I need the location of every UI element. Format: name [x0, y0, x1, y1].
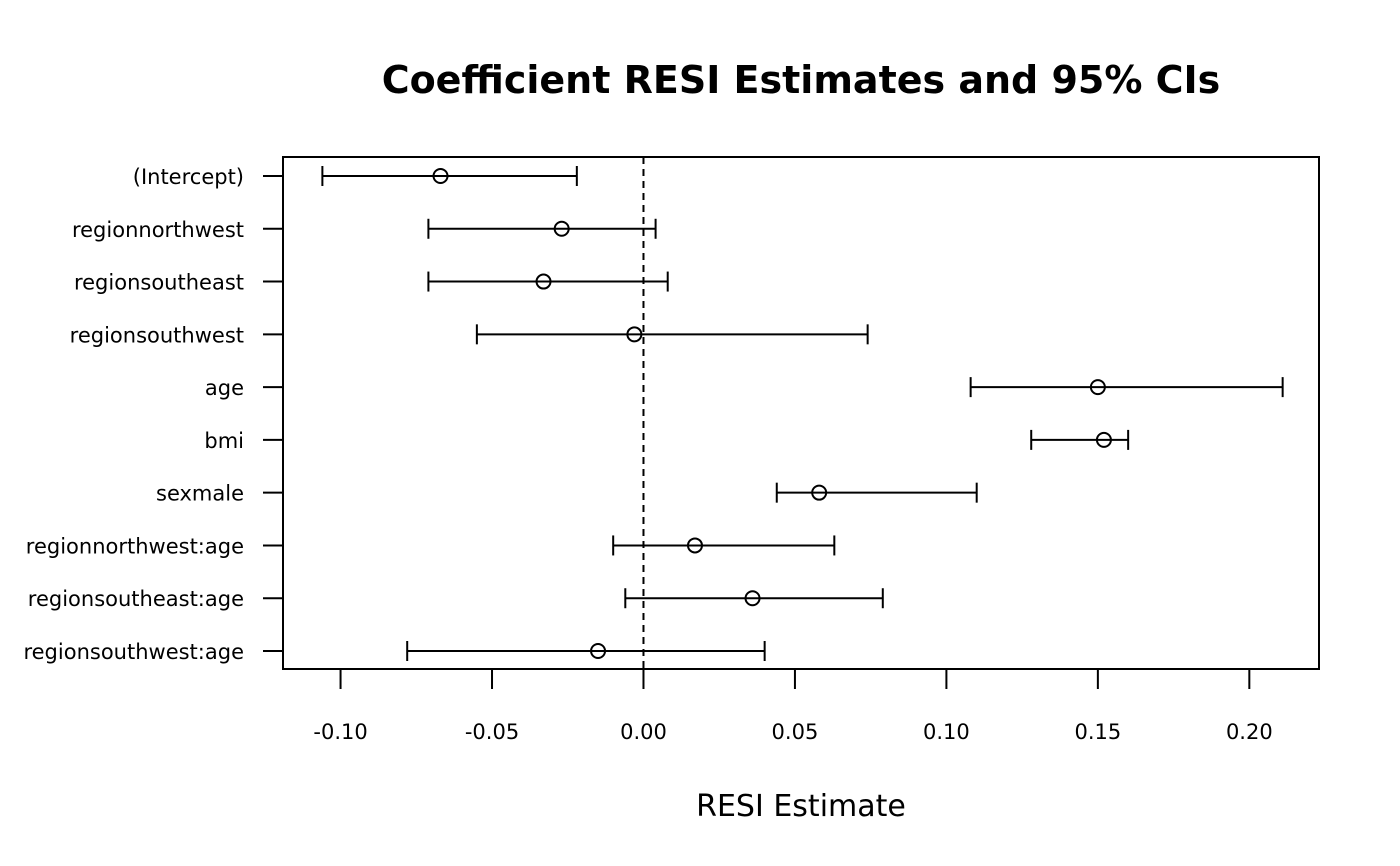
estimate-point	[1095, 431, 1112, 448]
x-tick-label: 0.00	[620, 720, 667, 744]
x-tick-label: -0.10	[313, 720, 367, 744]
term-label: regionnorthwest	[72, 218, 244, 242]
term-label: sexmale	[156, 482, 244, 506]
estimate-point	[553, 220, 570, 237]
term-label: age	[205, 376, 244, 400]
chart-title: Coefficient RESI Estimates and 95% CIs	[382, 58, 1221, 102]
y-axis: (Intercept) regionnorthwest regionsoutheas…	[23, 165, 283, 664]
term-label: regionsoutheast:age	[28, 587, 244, 611]
estimate-point	[744, 590, 761, 607]
x-axis-label: RESI Estimate	[696, 789, 906, 824]
term-label: (Intercept)	[133, 165, 244, 189]
term-label: regionsouthwest:age	[23, 640, 244, 664]
x-tick-label: 0.10	[923, 720, 970, 744]
estimate-point	[1089, 379, 1106, 396]
x-tick-label: 0.05	[772, 720, 819, 744]
plot-frame	[282, 156, 1320, 670]
estimate-point	[811, 484, 828, 501]
estimate-point	[626, 326, 643, 343]
estimate-point	[535, 273, 552, 290]
estimate-point	[590, 643, 607, 659]
term-label: regionnorthwest:age	[26, 534, 244, 558]
x-axis: -0.10 -0.05 0.00 0.05 0.10 0.15 0.20	[313, 669, 1273, 744]
x-tick-label: 0.20	[1226, 720, 1273, 744]
estimate-point	[686, 537, 703, 554]
x-tick-label: 0.15	[1074, 720, 1121, 744]
term-label: regionsoutheast	[74, 271, 244, 295]
term-label: bmi	[204, 429, 244, 453]
estimate-point	[432, 168, 449, 184]
x-tick-label: -0.05	[465, 720, 519, 744]
term-label: regionsouthwest	[70, 323, 244, 347]
estimate-marks	[321, 166, 1284, 661]
